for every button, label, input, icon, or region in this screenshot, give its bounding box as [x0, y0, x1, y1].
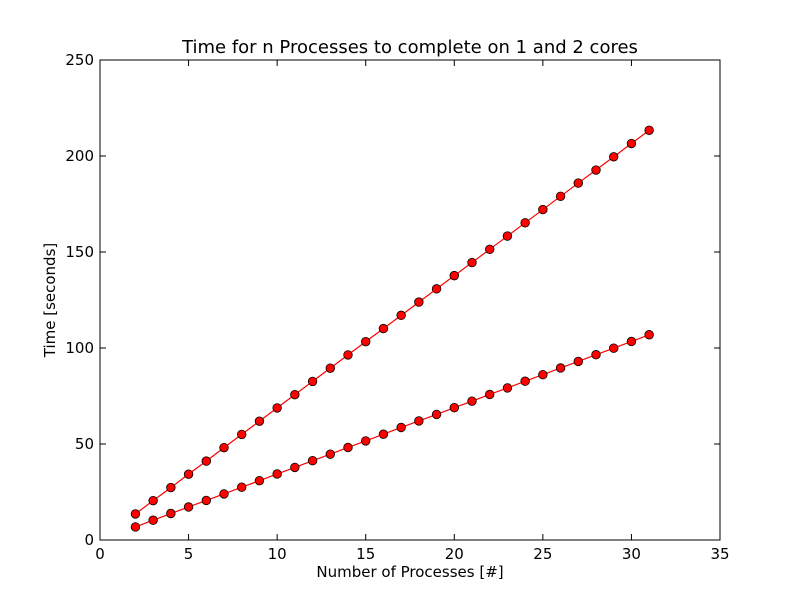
data-point: [201, 495, 211, 506]
data-point: [254, 416, 265, 426]
x-tick-label: 35: [710, 545, 729, 563]
y-axis-label: Time [seconds]: [41, 243, 59, 359]
data-point: [626, 138, 637, 149]
data-point: [148, 515, 158, 525]
y-tick-label: 150: [65, 243, 94, 261]
data-point: [130, 522, 141, 532]
plot-area: [100, 60, 720, 540]
x-tick-label: 5: [184, 545, 194, 563]
data-point: [290, 462, 300, 473]
series-layer: [130, 125, 654, 532]
data-point: [396, 422, 406, 433]
data-point: [644, 125, 654, 135]
data-point: [626, 336, 637, 347]
plot-frame: [99, 59, 721, 541]
data-point: [467, 257, 477, 268]
data-point: [502, 383, 513, 393]
y-tick-label: 250: [65, 51, 94, 69]
x-tick-label: 10: [268, 545, 287, 563]
data-point: [431, 284, 442, 294]
data-point: [183, 469, 194, 479]
data-point: [396, 310, 406, 321]
data-point: [644, 330, 654, 340]
data-point: [325, 449, 335, 459]
data-point: [272, 403, 282, 413]
data-point: [414, 297, 424, 307]
data-point: [201, 456, 211, 466]
data-point: [431, 409, 442, 420]
x-axis-label: Number of Processes [#]: [316, 563, 503, 581]
data-point: [520, 376, 530, 386]
y-tick-label: 100: [65, 339, 94, 357]
data-point: [485, 389, 495, 400]
data-point: [555, 363, 566, 373]
data-point: [361, 336, 371, 347]
chart-title: Time for n Processes to complete on 1 an…: [181, 37, 638, 58]
data-point: [307, 456, 318, 466]
data-point: [290, 389, 300, 400]
data-point: [343, 442, 353, 453]
data-point: [237, 429, 247, 440]
data-point: [254, 475, 265, 486]
x-axis: 0 5 10 15 20 25 30 35: [95, 60, 730, 563]
data-point: [573, 178, 583, 188]
data-point: [219, 489, 229, 499]
data-point: [538, 204, 548, 215]
data-point: [485, 244, 495, 255]
x-tick-label: 20: [445, 545, 464, 563]
data-point: [307, 376, 318, 387]
x-tick-label: 30: [622, 545, 641, 563]
data-point: [502, 231, 513, 241]
y-tick-label: 50: [75, 435, 94, 453]
y-axis: 0 50 100 150 200 250: [65, 51, 720, 549]
data-point: [378, 429, 389, 439]
data-point: [272, 469, 282, 479]
data-point: [573, 356, 583, 367]
data-point: [183, 502, 194, 512]
data-point: [148, 495, 158, 506]
data-point: [591, 350, 601, 360]
data-point: [166, 482, 176, 493]
data-point: [343, 350, 353, 360]
data-point: [449, 403, 459, 413]
data-point: [325, 363, 335, 373]
y-tick-label: 0: [84, 531, 94, 549]
data-point: [591, 165, 601, 175]
x-tick-label: 25: [533, 545, 552, 563]
data-point: [130, 509, 141, 519]
data-point: [467, 396, 477, 406]
data-point: [449, 270, 459, 281]
data-point: [378, 323, 389, 334]
data-point: [237, 482, 247, 492]
data-point: [414, 416, 424, 426]
data-point: [609, 152, 619, 162]
data-point: [166, 508, 176, 519]
x-tick-label: 0: [95, 545, 105, 563]
x-tick-label: 15: [356, 545, 375, 563]
data-point: [361, 436, 371, 446]
data-point: [609, 343, 619, 353]
data-point: [555, 191, 566, 202]
data-point: [538, 369, 548, 380]
data-point: [219, 442, 229, 453]
y-tick-label: 200: [65, 147, 94, 165]
data-point: [520, 218, 530, 228]
